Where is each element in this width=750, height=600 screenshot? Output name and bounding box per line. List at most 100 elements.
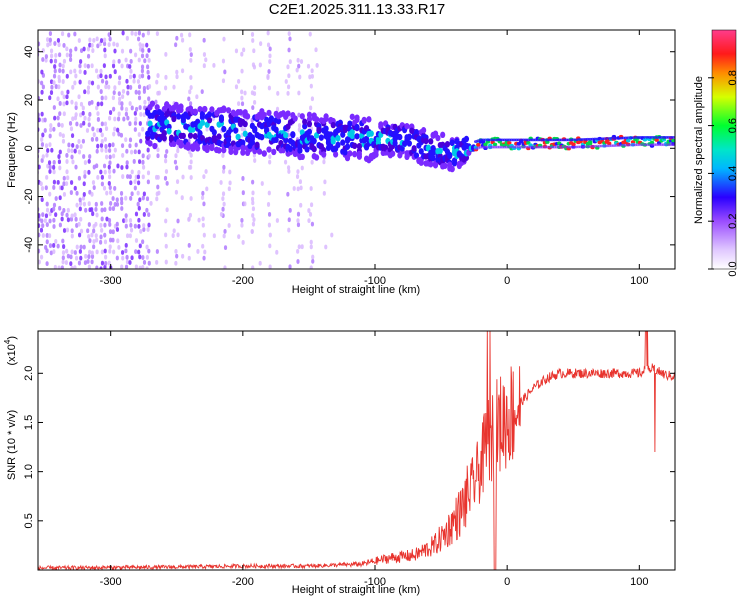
spectrogram-noise-dot (222, 164, 226, 170)
spectrogram-noise-dot (39, 254, 44, 260)
spectrogram-noise-dot (258, 260, 262, 266)
spectrogram-noise-dot (137, 90, 141, 95)
spectrogram-noise-dot (115, 227, 120, 232)
spectrogram-noise-dot (113, 85, 117, 91)
spectrogram-noise-dot (221, 206, 225, 212)
spectrogram-noise-dot (65, 227, 70, 233)
snr-ylabel: SNR (10 * v/v) (6, 410, 18, 480)
spectrogram-noise-dot (300, 165, 304, 171)
spectrogram-noise-dot (104, 74, 108, 80)
spectrogram-noise-dot (73, 68, 77, 74)
spectrogram-band-dot (428, 138, 434, 145)
spectrogram-noise-dot (45, 207, 50, 213)
spectrogram-noise-dot (134, 238, 139, 243)
spectrogram-noise-dot (77, 221, 81, 227)
spectrogram-noise-dot (124, 137, 128, 142)
spectrogram-noise-dot (121, 89, 126, 94)
spectrogram-noise-dot (122, 218, 126, 224)
spectrogram-noise-dot (69, 69, 73, 75)
spectrogram-noise-dot (54, 84, 58, 89)
spectrogram-noise-dot (43, 117, 47, 123)
spectrogram-noise-dot (137, 95, 142, 101)
spectrogram-noise-dot (223, 69, 227, 75)
spectrogram-noise-dot (284, 79, 288, 84)
spectrogram-noise-dot (189, 52, 193, 57)
spectrogram-noise-dot (174, 260, 178, 266)
spectrogram-noise-dot (54, 196, 58, 201)
spectrogram-noise-dot (267, 85, 271, 91)
spectrogram-band-dot (311, 145, 317, 153)
spectrogram-noise-dot (82, 120, 86, 126)
spectrogram-noise-dot (133, 110, 137, 116)
spectrogram-noise-dot (240, 89, 244, 95)
spectrogram-noise-dot (117, 58, 121, 64)
spectrogram-noise-dot (108, 36, 112, 42)
spectrogram-noise-dot (187, 242, 191, 248)
spectrogram-band-dot (318, 134, 324, 141)
spectrogram-noise-dot (95, 265, 99, 269)
spectrogram-band-dot (225, 107, 232, 114)
spectrogram-noise-dot (62, 94, 66, 100)
snr-exponent: (x104) (3, 336, 18, 366)
spectrogram-noise-dot (141, 264, 145, 269)
spectrogram-noise-dot (113, 48, 117, 54)
spectrogram-noise-dot (188, 89, 192, 95)
spectrogram-noise-dot (195, 94, 199, 100)
spectrogram-noise-dot (174, 248, 178, 254)
spectrogram-noise-dot (38, 117, 41, 123)
spectrogram-noise-dot (90, 250, 94, 256)
spectrogram-noise-dot (111, 95, 115, 101)
spectrogram-noise-dot (96, 117, 100, 122)
spectrogram-noise-dot (103, 121, 108, 127)
spectrogram-noise-dot (128, 64, 132, 69)
spectrogram-noise-dot (70, 249, 74, 255)
spectrogram-noise-dot (240, 51, 244, 57)
spectrogram-noise-dot (188, 47, 192, 52)
spectrogram-noise-dot (45, 239, 49, 245)
spectrogram-noise-dot (155, 31, 159, 37)
spectrogram-noise-dot (47, 160, 52, 166)
spectrogram-noise-dot (109, 237, 113, 243)
spectrogram-noise-dot (180, 68, 185, 74)
spectrogram-noise-dot (111, 206, 116, 211)
spectrogram-noise-dot (87, 254, 91, 259)
spectrogram-noise-dot (104, 144, 108, 149)
spectrogram-noise-dot (86, 46, 91, 52)
spectrogram-noise-dot (74, 164, 78, 170)
spectrogram-noise-dot (102, 185, 107, 191)
snr-series-line (38, 331, 675, 570)
spectrogram-noise-dot (118, 96, 122, 102)
snr-xlabel: Height of straight line (km) (292, 584, 420, 596)
spectrogram-noise-dot (155, 79, 159, 85)
spectrogram-noise-dot (100, 121, 104, 127)
spectrogram-noise-dot (111, 196, 115, 201)
spectrogram-noise-dot (69, 190, 73, 195)
spectrogram-noise-dot (147, 47, 151, 53)
spectrogram-noise-dot (147, 222, 151, 228)
spectrogram-noise-dot (90, 80, 95, 86)
spectrogram-noise-dot (65, 100, 69, 106)
spectrogram-noise-dot (251, 105, 255, 110)
spectrogram-noise-dot (62, 111, 66, 117)
spectrogram-noise-dot (68, 52, 73, 58)
spectrogram-noise-dot (53, 264, 57, 269)
spectrogram-noise-dot (87, 222, 91, 227)
spectrogram-band-dot (161, 129, 167, 137)
spectrogram-noise-dot (268, 232, 272, 238)
spectrogram-band-dot (154, 104, 160, 111)
spectrogram-band-dot (252, 126, 258, 134)
spectrogram-noise-dot (147, 212, 151, 218)
spectrogram-noise-dot (87, 264, 91, 269)
spectrogram-noise-dot (88, 42, 92, 48)
spectrogram-band-dot (292, 115, 298, 122)
spectrogram-noise-dot (132, 159, 136, 164)
spectrogram-noise-dot (175, 179, 180, 185)
spectrogram-band-dot (237, 109, 244, 116)
spectrogram-noise-dot (203, 249, 207, 255)
spectrogram-band-dot (206, 116, 213, 124)
spectrogram-noise-dot (306, 63, 311, 69)
spectrogram-band-dot (259, 133, 265, 141)
spectrogram-noise-dot (79, 244, 83, 250)
